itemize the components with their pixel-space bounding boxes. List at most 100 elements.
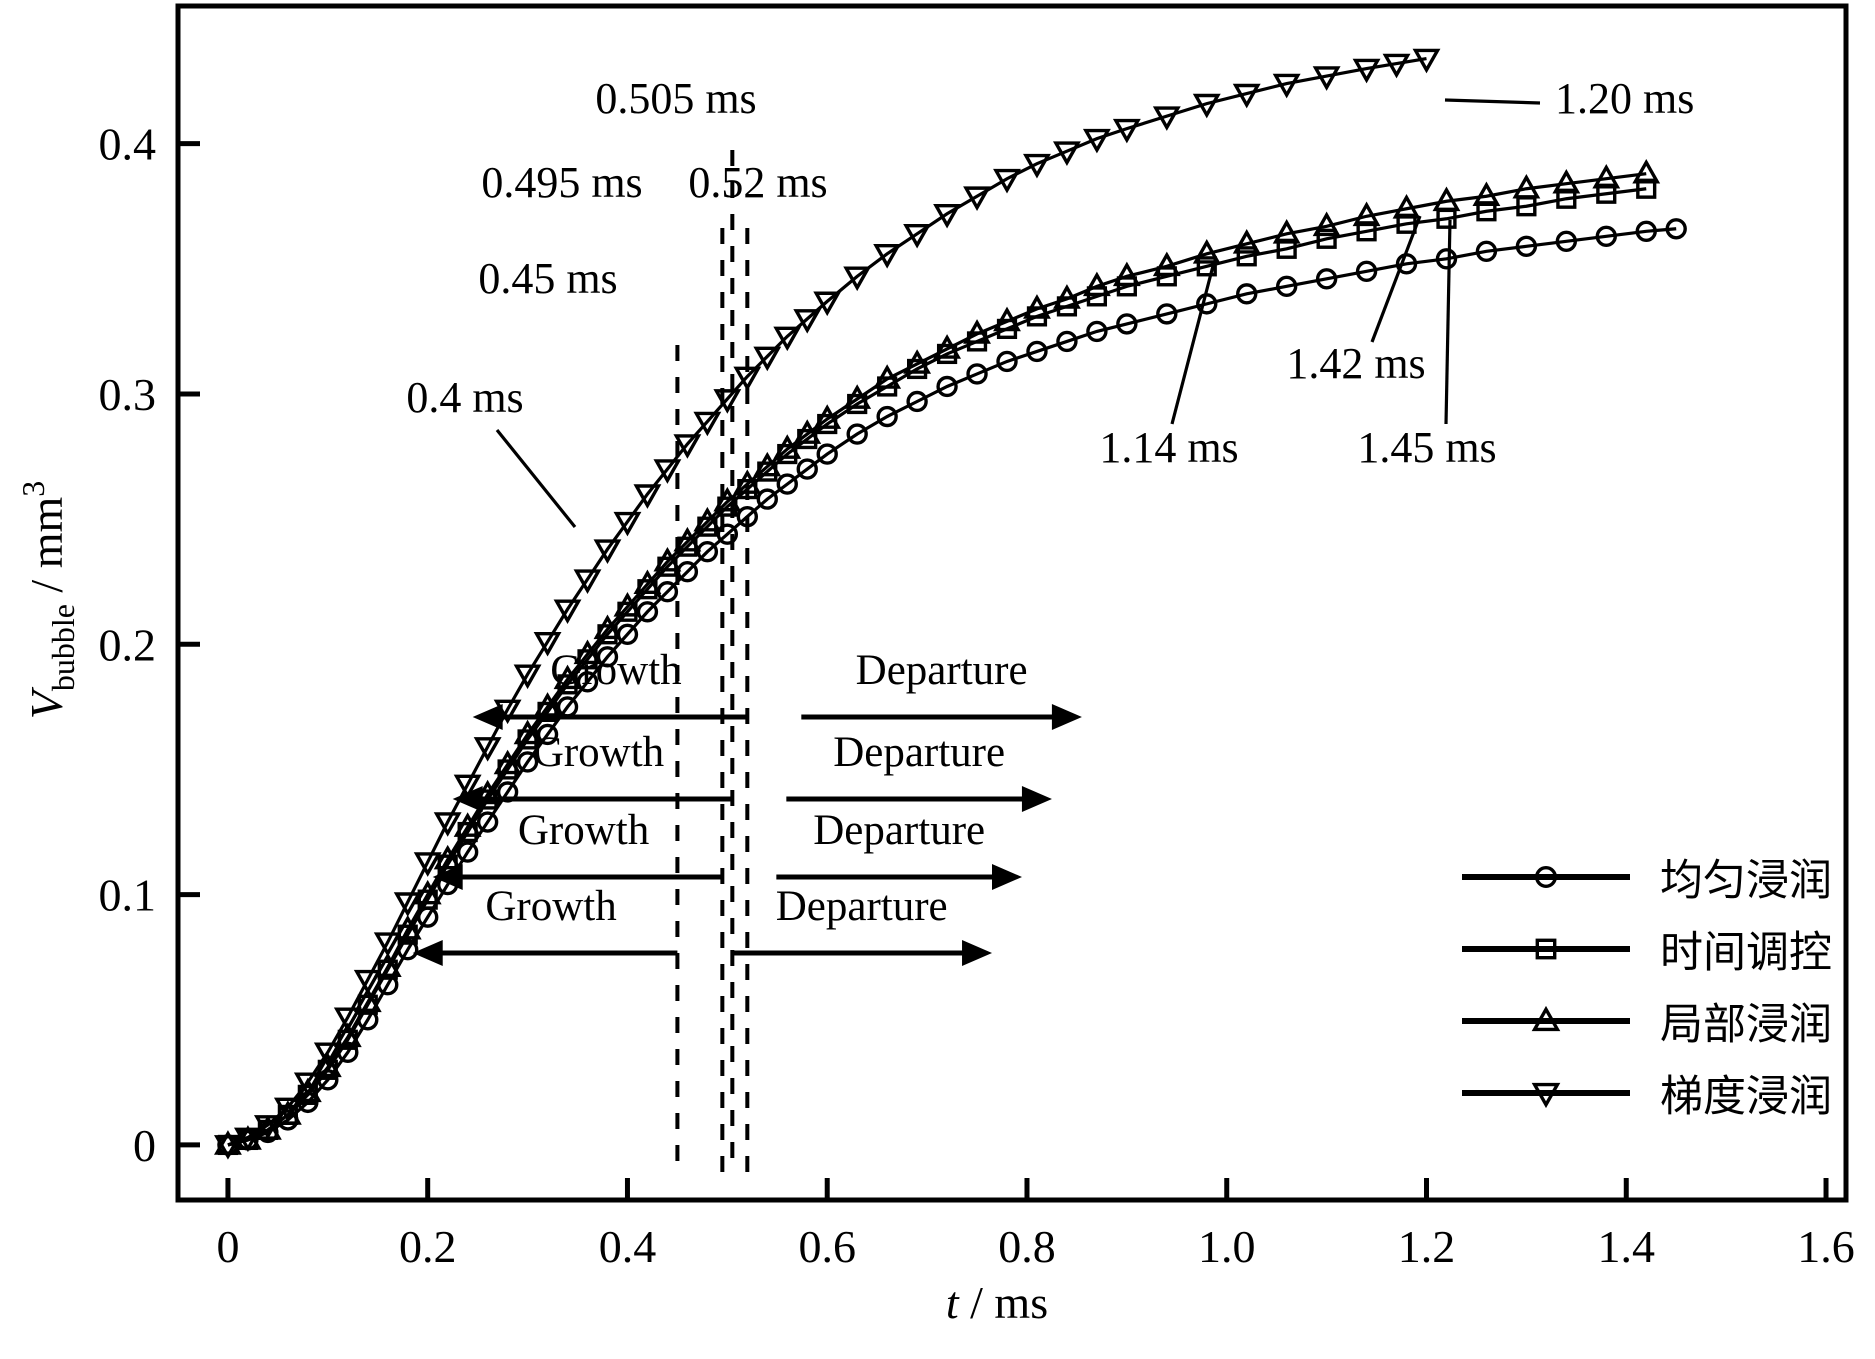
legend-label-0: 均匀浸润: [1660, 856, 1832, 906]
y-tick-label-2: 0.2: [99, 619, 157, 670]
marker-circle: [676, 561, 699, 583]
marker-triangle-down: [1112, 118, 1141, 144]
marker-triangle-down: [373, 932, 402, 957]
legend-item-1[interactable]: 时间调控: [1462, 928, 1832, 978]
marker-triangle-down: [513, 664, 542, 690]
callout-114ms-leader: [1170, 261, 1216, 425]
x-tick-label-1: 0.2: [399, 1221, 457, 1272]
marker-triangle-down: [613, 511, 642, 537]
marker-square: [1316, 228, 1337, 249]
growth-label-2: Growth: [518, 807, 649, 854]
legend-item-0[interactable]: 均匀浸润: [1462, 856, 1832, 906]
marker-triangle-down: [273, 1097, 302, 1123]
marker-circle: [716, 523, 739, 545]
callout-145ms: 1.45 ms: [1357, 423, 1496, 472]
marker-triangle-down: [553, 599, 582, 625]
callout-142ms: 1.42 ms: [1286, 339, 1425, 388]
legend-item-2[interactable]: 局部浸润: [1462, 1000, 1832, 1050]
marker-triangle-down: [393, 892, 422, 917]
marker-circle: [1086, 320, 1108, 343]
callout-04ms-leader: [495, 428, 577, 529]
plot-border: [175, 3, 1849, 1203]
y-tick-label-0: 0: [133, 1120, 156, 1171]
marker-triangle-down: [753, 346, 782, 372]
y-axis-title: Vbubble / mm3: [15, 481, 81, 720]
marker-triangle-down: [1052, 141, 1081, 166]
series-line-3: [227, 56, 1427, 1147]
marker-triangle-up: [843, 384, 872, 409]
marker-circle: [1116, 313, 1138, 335]
marker-triangle-up: [903, 349, 932, 374]
marker-square: [1236, 246, 1257, 267]
marker-square: [1535, 938, 1557, 960]
marker-triangle-up: [373, 952, 402, 978]
marker-triangle-down: [693, 411, 722, 437]
marker-circle: [1475, 240, 1498, 262]
legend-item-3[interactable]: 梯度浸润: [1462, 1072, 1832, 1122]
phase-row-1: Growth Departure: [452, 729, 1052, 812]
marker-triangle-up: [1312, 211, 1341, 237]
departure-arrow-head: [1021, 786, 1052, 812]
marker-triangle-up: [593, 614, 622, 640]
growth-label-1: Growth: [533, 729, 664, 776]
marker-circle: [966, 363, 988, 385]
marker-triangle-down: [843, 266, 872, 292]
marker-triangle-down: [653, 459, 682, 484]
marker-triangle-down: [1152, 106, 1181, 131]
marker-circle: [1534, 866, 1557, 889]
marker-triangle-down: [214, 1135, 242, 1160]
callout-120ms: 1.20 ms: [1555, 74, 1694, 123]
marker-triangle-down: [533, 631, 562, 657]
marker-circle: [796, 458, 818, 480]
marker-circle: [1275, 275, 1298, 298]
marker-triangle-down: [793, 309, 822, 334]
legend-label-2: 局部浸润: [1660, 1000, 1832, 1050]
marker-triangle-up: [1472, 181, 1501, 207]
marker-triangle-down: [293, 1072, 322, 1098]
marker-triangle-up: [693, 506, 722, 532]
marker-circle: [816, 443, 838, 465]
callout-04ms: 0.4 ms: [406, 373, 523, 422]
marker-triangle-up: [1512, 173, 1541, 199]
callout-114ms: 1.14 ms: [1099, 423, 1238, 472]
marker-triangle-down: [1531, 1082, 1561, 1109]
marker-triangle-up: [1632, 158, 1661, 184]
marker-circle: [476, 811, 499, 833]
marker-triangle-up: [1152, 251, 1181, 277]
departure-label-2: Departure: [813, 807, 985, 854]
phase-row-0: Growth Departure: [472, 647, 1082, 730]
marker-triangle-down: [933, 203, 962, 229]
axis-titles: t / ms Vbubble / mm3: [15, 481, 1048, 1328]
marker-triangle-down: [1272, 73, 1301, 99]
marker-circle: [1156, 303, 1178, 325]
marker-triangle-down: [1082, 128, 1111, 154]
marker-triangle-up: [513, 719, 542, 745]
marker-triangle-up: [1112, 261, 1141, 287]
dashed-vertical-lines: [675, 150, 750, 1172]
marker-triangle-up: [493, 749, 522, 775]
marker-circle: [1515, 235, 1538, 257]
growth-arrow-head: [432, 864, 463, 890]
marker-triangle-up: [353, 987, 382, 1013]
marker-circle: [1355, 260, 1378, 283]
marker-circle: [1315, 268, 1338, 290]
marker-circle: [1665, 218, 1687, 240]
phase-row-3: Growth Departure: [412, 883, 993, 966]
marker-circle: [576, 671, 599, 693]
marker-triangle-down: [1232, 83, 1261, 109]
marker-triangle-down: [673, 434, 702, 459]
marker-triangle-down: [473, 737, 502, 762]
marker-circle: [1595, 225, 1617, 247]
series-2: [214, 158, 1661, 1155]
marker-triangle-down: [1382, 53, 1411, 79]
marker-triangle-down: [903, 223, 932, 249]
x-tick-label-6: 1.2: [1398, 1221, 1456, 1272]
marker-circle: [1435, 248, 1458, 270]
marker-triangle-up: [733, 469, 762, 494]
series-3: [214, 48, 1441, 1160]
marker-circle: [1555, 230, 1578, 252]
y-tick-label-4: 0.4: [99, 119, 157, 170]
marker-triangle-up: [633, 569, 662, 595]
marker-triangle-down: [993, 168, 1021, 194]
